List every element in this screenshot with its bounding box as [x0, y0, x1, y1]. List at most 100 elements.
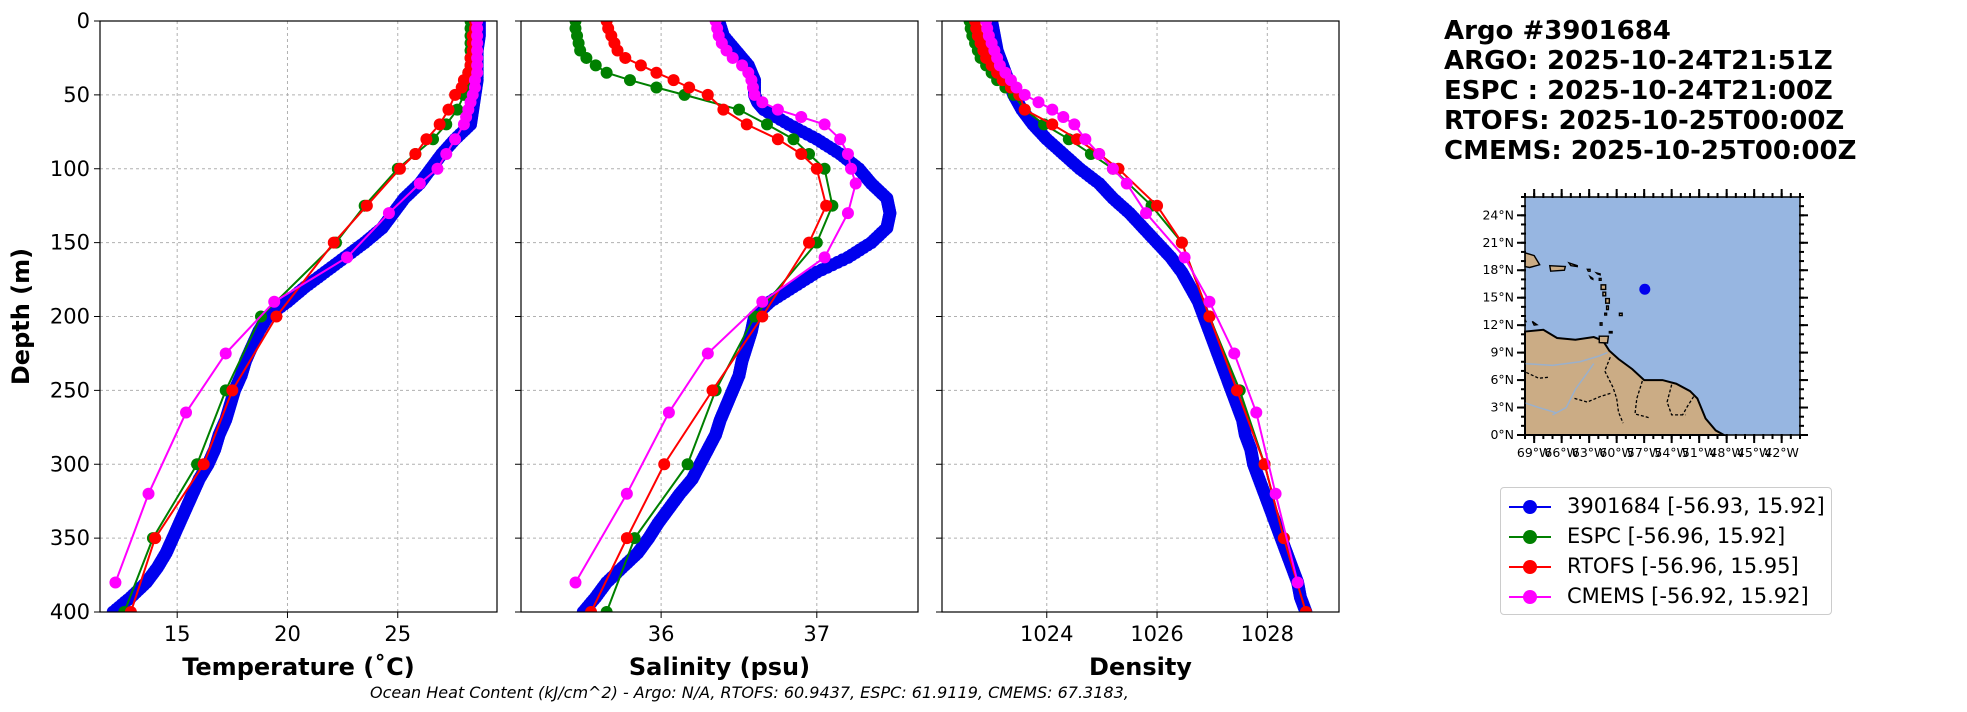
data-point-cmems: [1068, 118, 1081, 131]
map-lat-label: 18°N: [1482, 262, 1514, 277]
data-point-rtofs: [449, 88, 462, 101]
data-point-cmems: [771, 103, 784, 116]
legend: 3901684 [-56.93, 15.92] ESPC [-56.96, 15…: [1500, 487, 1832, 615]
x-tick-label: 36: [648, 622, 675, 646]
data-point-cmems: [268, 295, 281, 308]
river: [1524, 402, 1558, 414]
island: [1600, 284, 1607, 291]
title-rtofs-time: RTOFS: 2025-10-25T00:00Z: [1444, 106, 1845, 136]
data-point-cmems: [701, 347, 714, 360]
x-tick-label: 25: [384, 622, 411, 646]
data-point-rtofs: [1203, 310, 1216, 323]
island: [1594, 271, 1601, 276]
island: [1598, 277, 1602, 281]
island: [1567, 261, 1578, 268]
data-point-rtofs: [717, 103, 730, 116]
data-point-cmems: [756, 295, 769, 308]
data-point-espc: [681, 458, 694, 471]
data-point-rtofs: [197, 458, 210, 471]
island: [1608, 330, 1613, 334]
y-tick-label: 250: [50, 378, 90, 402]
y-tick-label: 300: [50, 452, 90, 476]
data-point-cmems: [1046, 103, 1059, 116]
title-argo-time: ARGO: 2025-10-24T21:51Z: [1444, 46, 1833, 76]
data-point-cmems: [620, 487, 633, 500]
series-line-cmems: [574, 21, 857, 583]
data-point-cmems: [756, 96, 769, 109]
legend-item-cmems: CMEMS [-56.92, 15.92]: [1501, 582, 1831, 612]
data-point-rtofs: [585, 606, 598, 612]
data-point-cmems: [748, 88, 761, 101]
x-tick-label: 1024: [1020, 622, 1073, 646]
land-mass: [1524, 328, 1728, 436]
map-lat-label: 6°N: [1490, 372, 1514, 387]
island: [1598, 335, 1610, 344]
y-axis-label: Depth (m): [7, 248, 35, 385]
country-border: [1604, 356, 1624, 424]
data-point-rtofs: [327, 236, 340, 249]
data-point-rtofs: [1151, 199, 1164, 212]
x-tick-label: 15: [164, 622, 191, 646]
data-point-cmems: [1291, 576, 1304, 589]
data-point-rtofs: [619, 51, 632, 64]
data-point-rtofs: [360, 199, 373, 212]
data-point-rtofs: [1046, 118, 1059, 131]
country-border: [1574, 392, 1613, 403]
title-cmems-time: CMEMS: 2025-10-25T00:00Z: [1444, 136, 1857, 166]
data-point-rtofs: [611, 44, 624, 57]
y-tick-label: 200: [50, 305, 90, 329]
data-point-cmems: [845, 162, 858, 175]
data-point-cmems: [1140, 207, 1153, 220]
map-lat-label: 21°N: [1482, 235, 1514, 250]
data-point-cmems: [1032, 96, 1045, 109]
country-border: [1682, 396, 1695, 416]
map-lon-label: 63°W: [1572, 445, 1607, 460]
data-point-cmems: [795, 111, 808, 124]
map-lon-label: 54°W: [1654, 445, 1689, 460]
y-tick-label: 100: [50, 157, 90, 181]
data-point-cmems: [341, 251, 354, 264]
data-point-espc: [787, 133, 800, 146]
title-float-id: Argo #3901684: [1444, 16, 1671, 46]
x-tick-label: 1028: [1241, 622, 1294, 646]
map-lon-label: 60°W: [1599, 445, 1634, 460]
y-tick-label: 350: [50, 526, 90, 550]
island: [1618, 312, 1623, 317]
map-lat-label: 12°N: [1482, 317, 1514, 332]
data-point-cmems: [841, 147, 854, 160]
figure-title: Argo #3901684 ARGO: 2025-10-24T21:51Z ES…: [1444, 16, 1856, 166]
legend-marker-espc: [1523, 530, 1537, 544]
data-point-espc: [650, 81, 663, 94]
data-point-cmems: [818, 251, 831, 264]
data-point-cmems: [1178, 251, 1191, 264]
legend-label-rtofs: RTOFS [-56.96, 15.95]: [1567, 554, 1799, 578]
ocean-heat-content-caption: Ocean Heat Content (kJ/cm^2) - Argo: N/A…: [370, 683, 1129, 702]
data-point-cmems: [1120, 177, 1133, 190]
legend-item-argo: 3901684 [-56.93, 15.92]: [1501, 492, 1831, 522]
legend-marker-cmems: [1523, 590, 1537, 604]
legend-label-cmems: CMEMS [-56.92, 15.92]: [1567, 584, 1809, 608]
data-point-cmems: [142, 487, 155, 500]
y-tick-label: 150: [50, 231, 90, 255]
data-point-rtofs: [771, 133, 784, 146]
data-point-cmems: [1010, 81, 1023, 94]
island: [1548, 264, 1567, 272]
series-group: [106, 21, 486, 612]
island: [1605, 305, 1610, 311]
series-group: [569, 21, 897, 612]
float-position-marker: [1639, 283, 1651, 295]
data-point-rtofs: [1230, 384, 1243, 397]
data-point-cmems: [1093, 147, 1106, 160]
data-point-cmems: [440, 147, 453, 160]
data-point-cmems: [1057, 111, 1070, 124]
x-axis-label: Temperature (˚C): [182, 653, 415, 681]
data-point-cmems: [818, 118, 831, 131]
data-point-cmems: [1079, 133, 1092, 146]
x-tick-label: 37: [803, 622, 830, 646]
data-point-rtofs: [740, 118, 753, 131]
data-point-rtofs: [701, 88, 714, 101]
x-axis-label: Salinity (psu): [629, 653, 810, 681]
data-point-rtofs: [124, 606, 137, 612]
island: [1604, 312, 1608, 316]
x-tick-label: 1026: [1130, 622, 1183, 646]
